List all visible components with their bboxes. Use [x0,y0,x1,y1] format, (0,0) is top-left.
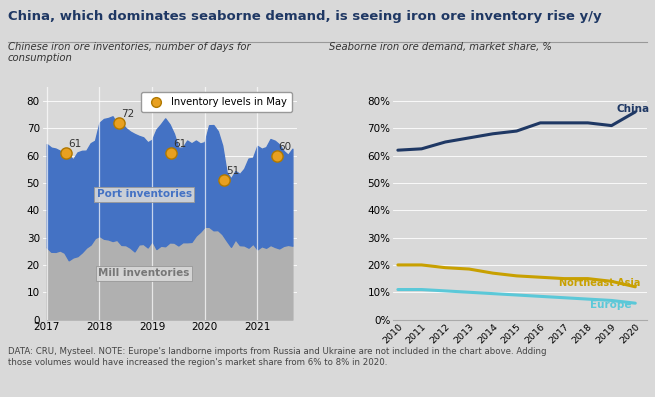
Text: Port inventories: Port inventories [97,189,192,199]
Text: Mill inventories: Mill inventories [98,268,190,278]
Text: Northeast Asia: Northeast Asia [559,278,641,288]
Point [271,152,282,159]
Text: DATA: CRU, Mysteel. NOTE: Europe's landborne imports from Russia and Ukraine are: DATA: CRU, Mysteel. NOTE: Europe's landb… [8,347,546,367]
Text: 61: 61 [68,139,82,149]
Text: 51: 51 [226,166,239,176]
Text: Chinese iron ore inventories, number of days for
consumption: Chinese iron ore inventories, number of … [8,42,250,63]
Legend: Inventory levels in May: Inventory levels in May [141,93,291,112]
Text: 61: 61 [174,139,187,149]
Text: Europe: Europe [590,300,631,310]
Point [113,119,124,126]
Point [219,177,229,183]
Text: 60: 60 [279,142,292,152]
Text: China: China [616,104,649,114]
Text: China, which dominates seaborne demand, is seeing iron ore inventory rise y/y: China, which dominates seaborne demand, … [8,10,601,23]
Text: 72: 72 [121,109,134,119]
Point [61,150,71,156]
Text: Seaborne iron ore demand, market share, %: Seaborne iron ore demand, market share, … [329,42,552,52]
Point [166,150,177,156]
